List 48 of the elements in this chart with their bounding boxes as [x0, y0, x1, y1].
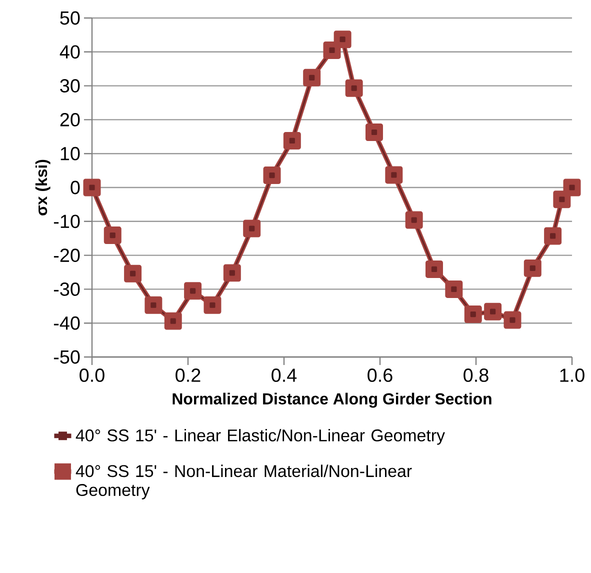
y-tick-label: -40 [54, 316, 80, 330]
y-tick-label: 40 [60, 45, 80, 59]
point [559, 196, 565, 202]
x-tick-label: 0.0 [80, 368, 104, 382]
y-tick-label: -50 [54, 350, 80, 364]
point [289, 138, 295, 144]
point [190, 288, 196, 294]
point [329, 47, 335, 54]
point [569, 184, 575, 190]
point [150, 302, 156, 308]
x-axis-title: Normalized Distance Along Girder Section [172, 392, 492, 408]
y-tick-label: 0 [70, 180, 80, 194]
x-tick-label: 1.0 [560, 368, 584, 382]
point [309, 74, 315, 80]
point [510, 317, 516, 323]
x-tick-label: 0.4 [272, 368, 297, 382]
point [340, 36, 346, 42]
y-tick-label: 20 [60, 112, 80, 126]
y-tick-label: -10 [54, 214, 80, 228]
legend-label: 40° SS 15' - Linear Elastic/Non-Linear Geometry [76, 428, 445, 445]
y-tick-label: 30 [60, 79, 80, 93]
point [391, 172, 397, 178]
y-tick-label: 50 [60, 11, 80, 25]
point [229, 270, 235, 276]
point [89, 184, 95, 190]
point [170, 318, 176, 324]
point [351, 85, 357, 91]
point [490, 308, 496, 314]
point [269, 172, 275, 178]
x-tick-label: 0.2 [176, 368, 200, 382]
y-axis-title: σx (ksi) [35, 160, 50, 216]
point [210, 302, 216, 308]
legend-label: 40° SS 15' - Non-Linear Material/Non-Linear Geometry [76, 464, 412, 500]
x-tick-label: 0.8 [464, 368, 488, 382]
point [530, 265, 536, 271]
point [411, 217, 417, 223]
y-tick-label: -20 [54, 248, 80, 262]
y-tick-label: -30 [54, 282, 80, 296]
y-tick-label: 10 [60, 146, 80, 160]
point [470, 311, 476, 318]
point [431, 266, 438, 272]
point [550, 233, 556, 239]
point [110, 232, 116, 238]
point [130, 270, 136, 276]
point [371, 129, 378, 136]
point [451, 286, 457, 292]
x-tick-label: 0.6 [368, 368, 392, 382]
point [249, 226, 255, 232]
